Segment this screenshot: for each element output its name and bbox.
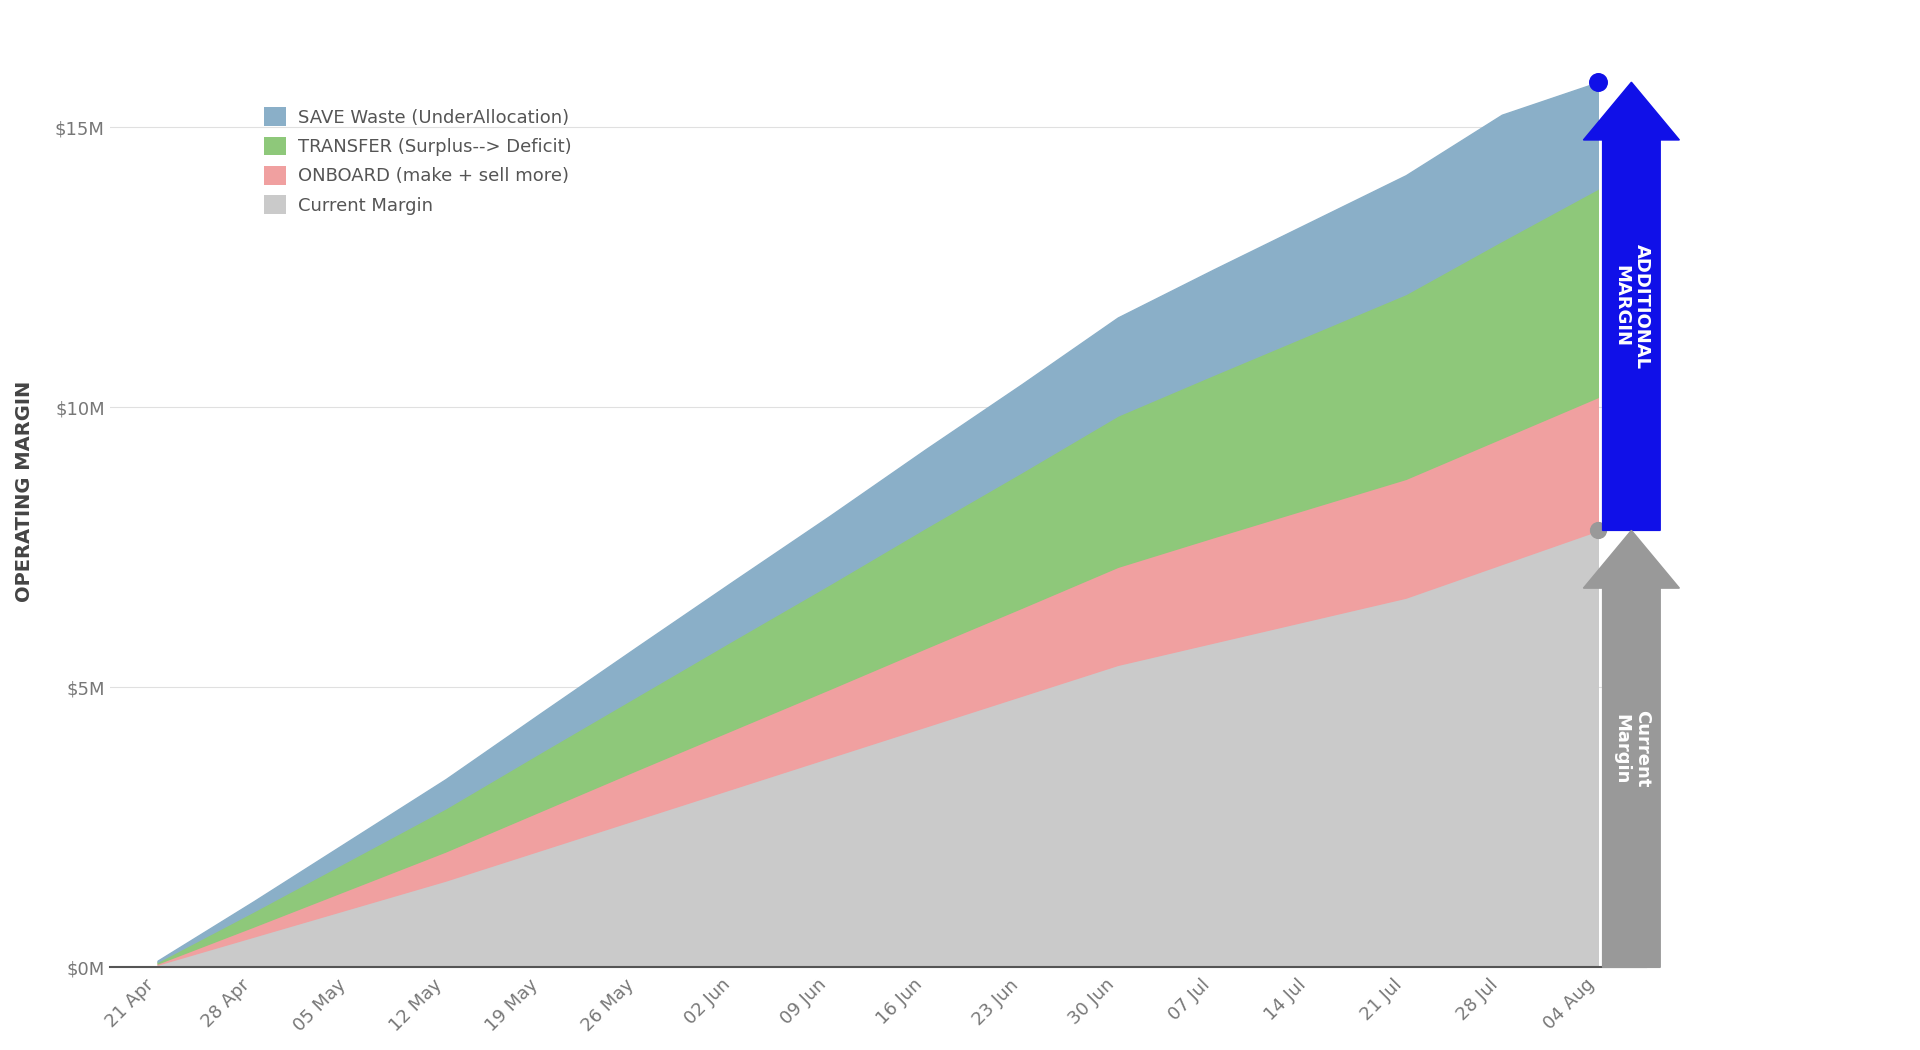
Text: Current
Margin: Current Margin (1613, 710, 1651, 788)
Y-axis label: OPERATING MARGIN: OPERATING MARGIN (15, 380, 35, 602)
Point (1582, 522, 1613, 539)
Point (1582, 74, 1613, 90)
Legend: SAVE Waste (UnderAllocation), TRANSFER (Surplus--> Deficit), ONBOARD (make + sel: SAVE Waste (UnderAllocation), TRANSFER (… (257, 100, 580, 222)
Text: ADDITIONAL
MARGIN: ADDITIONAL MARGIN (1613, 244, 1651, 369)
